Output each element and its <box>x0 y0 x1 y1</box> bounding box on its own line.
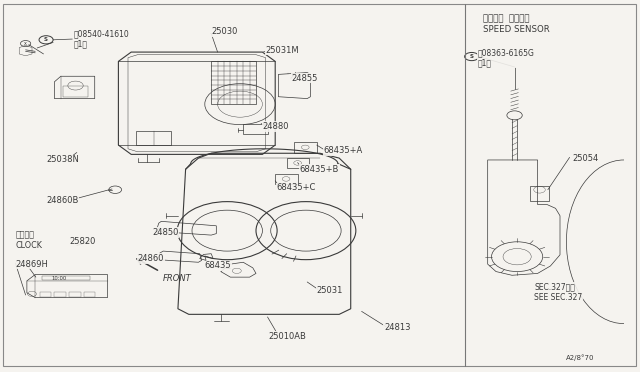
Text: S: S <box>44 37 48 42</box>
Text: A2/8°70: A2/8°70 <box>566 355 595 361</box>
Text: 25031M: 25031M <box>266 46 300 55</box>
Text: 24860B: 24860B <box>46 196 79 205</box>
Text: 68435+A: 68435+A <box>323 146 362 155</box>
Text: Ⓝ08363-6165G
（1）: Ⓝ08363-6165G （1） <box>478 48 535 67</box>
Text: 24880: 24880 <box>262 122 289 131</box>
Text: 68435: 68435 <box>205 262 232 270</box>
Text: クロック
CLOCK: クロック CLOCK <box>15 230 42 250</box>
Text: 68435+B: 68435+B <box>300 165 339 174</box>
Text: 68435+C: 68435+C <box>276 183 316 192</box>
Text: スピード  センサー
SPEED SENSOR: スピード センサー SPEED SENSOR <box>483 15 550 34</box>
Text: 25054: 25054 <box>573 154 599 163</box>
Text: Ⓝ08540-41610
（1）: Ⓝ08540-41610 （1） <box>74 29 129 49</box>
Text: 25038N: 25038N <box>46 155 79 164</box>
Text: 24850: 24850 <box>152 228 179 237</box>
Text: 24860: 24860 <box>138 254 164 263</box>
Text: 10:00: 10:00 <box>51 276 67 280</box>
Text: S: S <box>470 54 474 59</box>
Text: x: x <box>24 41 27 46</box>
Text: FRONT: FRONT <box>163 274 192 283</box>
Text: 25820: 25820 <box>69 237 95 246</box>
Text: SEC.327参照
SEE SEC.327: SEC.327参照 SEE SEC.327 <box>534 282 582 302</box>
Text: 24869H: 24869H <box>15 260 48 269</box>
Text: 25010AB: 25010AB <box>269 332 307 341</box>
Text: 25030: 25030 <box>211 27 237 36</box>
Text: 24813: 24813 <box>384 323 410 332</box>
Text: 25031: 25031 <box>317 286 343 295</box>
Text: 24855: 24855 <box>291 74 317 83</box>
